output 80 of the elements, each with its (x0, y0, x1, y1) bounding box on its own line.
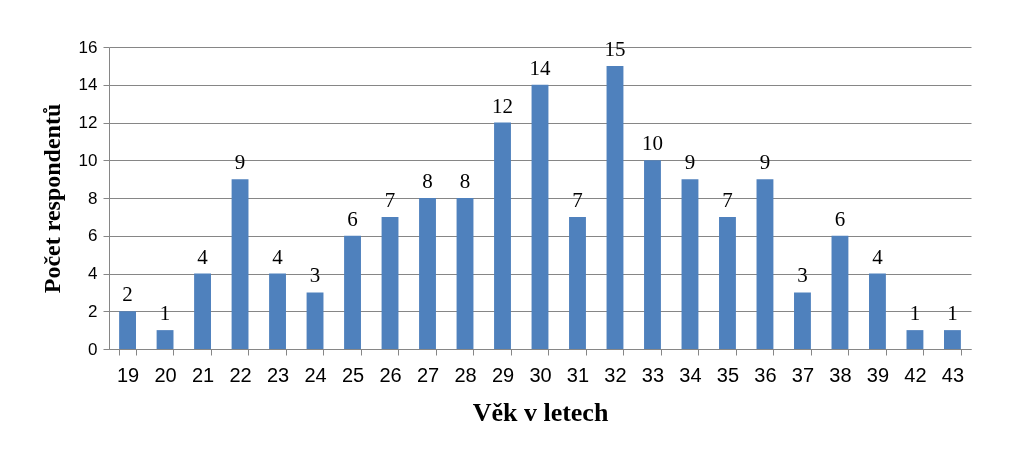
bar (869, 273, 886, 349)
x-tick-label: 32 (604, 363, 627, 386)
x-tick-label: 26 (379, 363, 402, 386)
data-label: 1 (909, 301, 921, 326)
y-tick-label: 10 (78, 150, 98, 170)
y-tick-label: 6 (88, 226, 98, 246)
bar (156, 330, 174, 349)
x-tick-label: 27 (416, 363, 440, 386)
y-tick-label: 12 (78, 113, 98, 132)
x-tick-label: 34 (679, 363, 702, 386)
x-tick-label: 29 (491, 363, 515, 386)
y-tick-label: 0 (88, 339, 98, 359)
x-tick-label: 35 (716, 363, 740, 386)
bar (194, 273, 211, 349)
x-tick-label: 23 (266, 363, 290, 386)
x-tick-label: 28 (454, 363, 477, 386)
bar (794, 292, 811, 349)
data-label: 6 (834, 206, 846, 231)
bar (681, 179, 699, 349)
data-label: 15 (604, 36, 626, 61)
y-tick-label: 14 (78, 75, 98, 95)
x-tick-label: 20 (154, 363, 177, 386)
bar (119, 311, 136, 349)
x-tick-label: 36 (754, 363, 777, 386)
data-label: 3 (309, 263, 321, 288)
bar (344, 235, 361, 349)
data-label: 9 (234, 150, 246, 175)
data-label: 2 (122, 282, 133, 307)
x-tick-label: 39 (866, 363, 890, 386)
y-axis-title: Počet respondentů (38, 103, 65, 294)
y-tick-label: 2 (88, 301, 98, 321)
x-tick-label: 31 (566, 363, 590, 386)
y-tick-label: 4 (88, 264, 98, 283)
x-axis-title: Věk v letech (472, 397, 609, 427)
bar (831, 235, 849, 349)
data-label: 9 (759, 150, 771, 175)
x-tick-label: 33 (641, 363, 665, 386)
y-tick-label: 8 (88, 188, 98, 208)
bar (569, 216, 586, 349)
x-tick-label: 22 (229, 363, 252, 386)
bar (606, 65, 624, 349)
data-label: 7 (722, 187, 733, 212)
data-label: 10 (641, 131, 663, 156)
data-label: 1 (159, 301, 171, 326)
y-tick-label: 16 (78, 37, 98, 57)
data-label: 7 (384, 187, 396, 212)
data-label: 4 (197, 244, 209, 269)
bar (269, 273, 286, 349)
x-tick-label: 43 (941, 363, 965, 386)
data-label: 1 (947, 301, 958, 326)
bar (531, 84, 549, 349)
bar (381, 216, 399, 349)
data-label: 9 (684, 150, 696, 175)
x-tick-label: 19 (116, 363, 140, 386)
bar (494, 122, 511, 349)
bar (419, 198, 436, 349)
bar (944, 330, 961, 349)
bar (306, 292, 324, 349)
data-label: 8 (459, 169, 471, 193)
data-label: 6 (347, 206, 358, 231)
x-tick-label: 42 (904, 363, 927, 386)
x-tick-label: 30 (529, 363, 552, 386)
bar (644, 160, 661, 349)
data-label: 12 (492, 93, 514, 118)
x-tick-label: 24 (304, 363, 327, 386)
data-label: 14 (529, 55, 551, 80)
bar (719, 216, 736, 349)
bar (906, 330, 924, 349)
data-label: 8 (422, 169, 433, 193)
data-label: 4 (872, 244, 884, 269)
x-tick-label: 37 (791, 363, 815, 386)
bar (756, 179, 774, 349)
data-label: 7 (572, 187, 583, 212)
bar (231, 179, 249, 349)
x-tick-label: 21 (191, 363, 215, 386)
x-tick-label: 38 (829, 363, 852, 386)
data-label: 4 (272, 244, 284, 269)
bar (456, 198, 474, 349)
data-label: 3 (797, 263, 808, 288)
x-tick-label: 25 (341, 363, 365, 386)
